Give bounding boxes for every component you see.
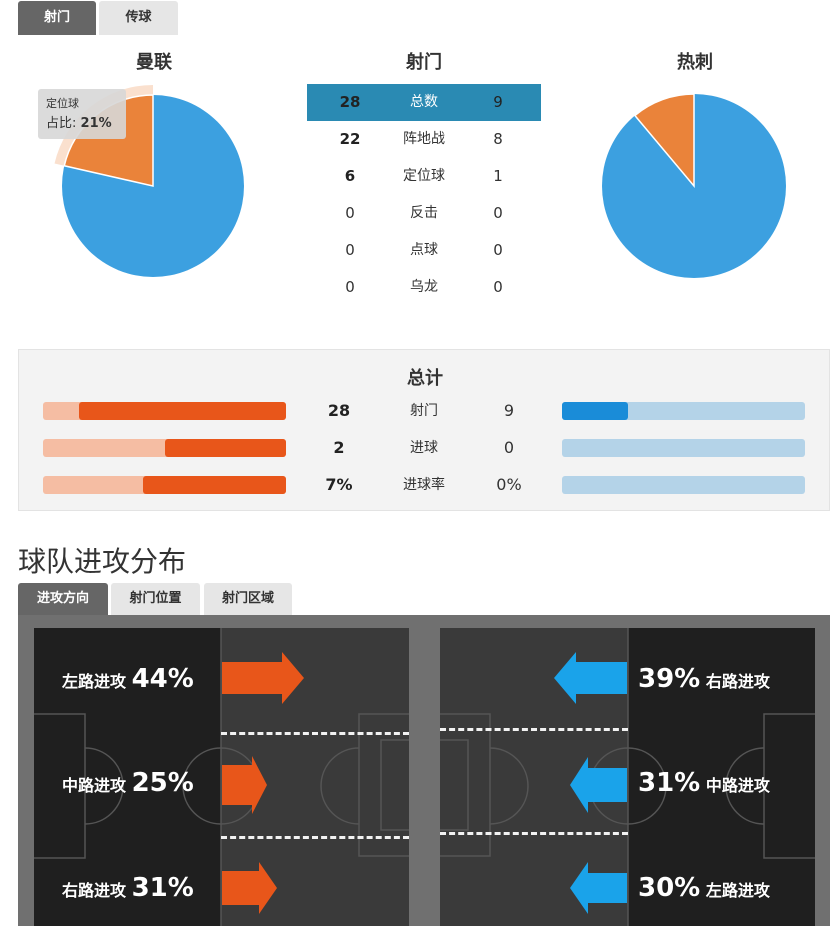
- zone-pct: 39%: [638, 664, 701, 694]
- lane-divider: [440, 728, 628, 731]
- away-arrow-right: [554, 652, 627, 704]
- home-value: 0: [345, 278, 355, 296]
- away-zone-center: 31% 中路进攻: [638, 768, 770, 798]
- home-zone-center: 中路进攻 25%: [62, 768, 194, 798]
- tooltip-name: 定位球: [46, 97, 79, 110]
- attack-direction-panel: 左路进攻 44% 中路进攻 25% 右路进攻 31%: [18, 615, 830, 926]
- home-value: 6: [344, 167, 356, 185]
- away-arrow-left: [570, 862, 627, 914]
- home-pitch-markings: [34, 628, 409, 926]
- row-label: 进球: [410, 440, 438, 456]
- shot-row-total: 28 总数 9: [307, 84, 541, 121]
- pie-tooltip: 定位球 占比: 21%: [38, 89, 126, 139]
- home-value: 0: [345, 241, 355, 259]
- shot-row-counter: 0 反击 0: [307, 195, 541, 232]
- zone-name: 左路进攻: [62, 672, 127, 691]
- zone-pct: 31%: [131, 873, 194, 903]
- home-arrow-left: [222, 652, 304, 704]
- away-shot-pie[interactable]: [600, 92, 790, 282]
- home-bar: [43, 439, 286, 457]
- zone-name: 左路进攻: [705, 881, 770, 900]
- row-label: 进球率: [403, 477, 445, 493]
- away-arrow-center: [570, 757, 627, 813]
- away-value: 0: [493, 241, 503, 259]
- tooltip-value: 21%: [80, 116, 112, 131]
- away-value: 8: [493, 130, 503, 148]
- home-arrow-center: [222, 756, 267, 814]
- away-pie-set-piece-slice[interactable]: [633, 93, 695, 189]
- away-team-title: 热刺: [677, 52, 713, 73]
- away-pitch-label-area: [628, 628, 815, 926]
- home-bar-fill: [142, 476, 286, 494]
- home-pitch: 左路进攻 44% 中路进攻 25% 右路进攻 31%: [34, 628, 409, 926]
- away-bar: [562, 439, 805, 457]
- home-pitch-label-area: [34, 628, 221, 926]
- tab-shot-zone[interactable]: 射门区域: [204, 583, 292, 615]
- home-value: 2: [333, 438, 345, 457]
- away-value: 9: [493, 93, 503, 111]
- shot-row-own-goal: 0 乌龙 0: [307, 269, 541, 306]
- row-label: 总数: [410, 94, 438, 110]
- away-bar: [562, 402, 805, 420]
- away-pitch-markings: [440, 628, 815, 926]
- home-value: 22: [339, 130, 361, 148]
- row-label: 定位球: [403, 168, 445, 184]
- zone-pct: 44%: [131, 664, 194, 694]
- home-bar-fill: [79, 402, 286, 420]
- row-label: 乌龙: [410, 279, 438, 295]
- home-value: 28: [327, 401, 351, 420]
- lane-divider: [221, 836, 409, 839]
- away-value: 0: [503, 438, 515, 457]
- shot-row-open-play: 22 阵地战 8: [307, 121, 541, 158]
- shots-title: 射门: [406, 52, 442, 73]
- home-zone-right: 右路进攻 31%: [62, 873, 194, 903]
- shot-row-set-piece: 6 定位球 1: [307, 158, 541, 195]
- home-bar-fill: [164, 439, 286, 457]
- summary-title: 总计: [407, 368, 443, 389]
- lane-divider: [221, 732, 409, 735]
- away-value: 0: [493, 204, 503, 222]
- row-label: 点球: [410, 242, 438, 258]
- zone-name: 中路进攻: [705, 776, 770, 795]
- away-zone-right: 39% 右路进攻: [638, 664, 770, 694]
- tab-attack-direction[interactable]: 进攻方向: [18, 583, 108, 615]
- away-value: 1: [493, 167, 503, 185]
- zone-pct: 31%: [638, 768, 701, 798]
- row-label: 阵地战: [403, 131, 445, 147]
- summary-panel: 总计 28 射门 9 2 进球 0 7% 进球率 0%: [18, 349, 830, 511]
- row-label: 射门: [410, 403, 438, 419]
- attack-heading: 球队进攻分布: [18, 545, 187, 578]
- row-label: 反击: [410, 205, 438, 221]
- zone-name: 中路进攻: [62, 776, 127, 795]
- away-value: 0%: [496, 475, 522, 494]
- home-arrow-right: [222, 862, 277, 914]
- home-shot-pie[interactable]: [40, 80, 270, 290]
- tab-shots[interactable]: 射门: [18, 1, 96, 35]
- zone-name: 右路进攻: [62, 881, 127, 900]
- zone-name: 右路进攻: [705, 672, 770, 691]
- away-value: 9: [503, 401, 515, 420]
- away-value: 0: [493, 278, 503, 296]
- away-zone-left: 30% 左路进攻: [638, 873, 770, 903]
- away-bar-fill: [562, 402, 628, 420]
- tab-passes[interactable]: 传球: [99, 1, 178, 35]
- away-bar: [562, 476, 805, 494]
- home-value: 28: [339, 93, 361, 111]
- zone-pct: 30%: [638, 873, 701, 903]
- home-value: 7%: [325, 475, 353, 494]
- home-zone-left: 左路进攻 44%: [62, 664, 194, 694]
- tab-shot-position[interactable]: 射门位置: [111, 583, 200, 615]
- home-value: 0: [345, 204, 355, 222]
- away-pitch: 39% 右路进攻 31% 中路进攻 30% 左路进攻: [440, 628, 815, 926]
- home-team-title: 曼联: [136, 52, 172, 73]
- zone-pct: 25%: [131, 768, 194, 798]
- tooltip-label: 占比:: [46, 116, 77, 131]
- home-bar: [43, 476, 286, 494]
- shot-row-penalty: 0 点球 0: [307, 232, 541, 269]
- lane-divider: [440, 832, 628, 835]
- home-bar: [43, 402, 286, 420]
